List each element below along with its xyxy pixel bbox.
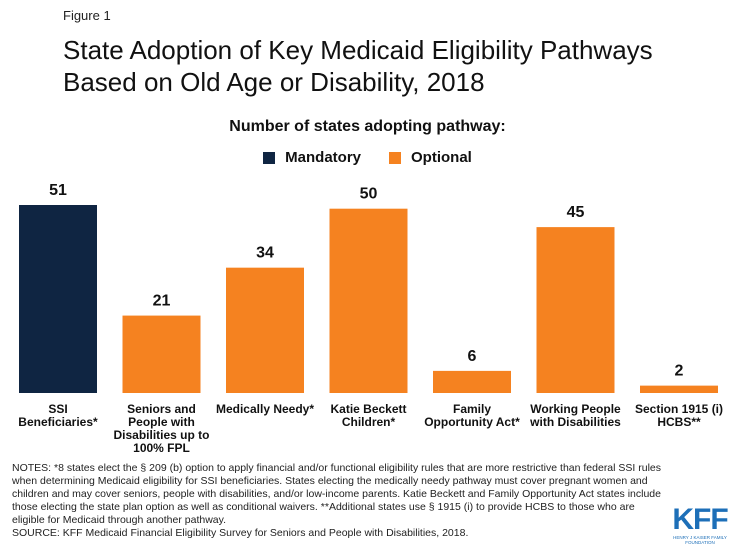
bar-3	[329, 208, 408, 393]
kff-logo: KFF HENRY J KAISER FAMILY FOUNDATION	[672, 503, 728, 546]
source-text: SOURCE: KFF Medicaid Financial Eligibili…	[12, 527, 469, 539]
bar-6	[640, 385, 718, 393]
figure-label: Figure 1	[63, 8, 111, 23]
logo-subtext: HENRY J KAISER FAMILY FOUNDATION	[673, 535, 727, 545]
category-label-4: Family Opportunity Act*	[424, 402, 520, 429]
bar-5	[536, 227, 615, 393]
category-label-1-line-3: 100% FPL	[133, 441, 190, 455]
category-label-3-line-0: Katie Beckett	[330, 402, 406, 416]
value-label-3: 50	[360, 186, 378, 203]
category-label-0-line-1: Beneficiaries*	[18, 415, 98, 429]
category-label-5-line-0: Working People	[530, 402, 621, 416]
value-label-4: 6	[468, 348, 477, 365]
category-label-6-line-1: HCBS**	[657, 415, 701, 429]
category-label-6: Section 1915 (i) HCBS**	[635, 402, 723, 429]
category-label-5: Working People with Disabilities	[529, 402, 621, 429]
notes-text: NOTES: *8 states elect the § 209 (b) opt…	[12, 462, 662, 526]
legend-item-mandatory: Mandatory	[263, 149, 361, 166]
value-label-0: 51	[49, 182, 67, 199]
legend-label-mandatory: Mandatory	[285, 149, 361, 166]
value-label-1: 21	[153, 293, 171, 310]
logo-mark: KFF	[672, 503, 728, 536]
legend: Mandatory Optional	[0, 149, 735, 166]
bar-chart: 51 SSI Beneficiaries* 21 Seniors and People w…	[18, 182, 723, 455]
category-label-1-line-1: People with	[128, 415, 195, 429]
legend-swatch-optional	[389, 151, 401, 164]
category-label-6-line-0: Section 1915 (i)	[635, 402, 723, 416]
chart-subtitle: Number of states adopting pathway:	[229, 118, 506, 135]
category-label-3-line-1: Children*	[342, 415, 396, 429]
category-label-1-line-0: Seniors and	[127, 402, 196, 416]
bar-1	[122, 315, 201, 393]
category-label-4-line-0: Family	[453, 402, 491, 416]
value-label-5: 45	[567, 204, 585, 221]
category-label-5-line-1: with Disabilities	[529, 415, 621, 429]
category-label-2-line-0: Medically Needy*	[216, 402, 314, 416]
legend-swatch-mandatory	[263, 151, 276, 164]
category-label-0-line-0: SSI	[48, 402, 67, 416]
category-label-2: Medically Needy*	[216, 402, 314, 416]
chart-title: State Adoption of Key Medicaid Eligibili…	[63, 35, 653, 97]
bar-2	[226, 267, 304, 393]
category-label-4-line-1: Opportunity Act*	[424, 415, 520, 429]
category-label-1-line-2: Disabilities up to	[113, 428, 209, 442]
bar-4	[433, 370, 511, 393]
legend-item-optional: Optional	[389, 149, 472, 166]
notes-block: NOTES: *8 states elect the § 209 (b) opt…	[12, 462, 667, 540]
legend-label-optional: Optional	[411, 149, 472, 166]
value-label-2: 34	[256, 245, 274, 262]
category-label-1: Seniors and People with Disabilities up to…	[113, 402, 209, 455]
category-label-0: SSI Beneficiaries*	[18, 402, 98, 429]
bar-0	[19, 205, 97, 393]
value-label-6: 2	[675, 363, 684, 380]
category-label-3: Katie Beckett Children*	[330, 402, 406, 429]
